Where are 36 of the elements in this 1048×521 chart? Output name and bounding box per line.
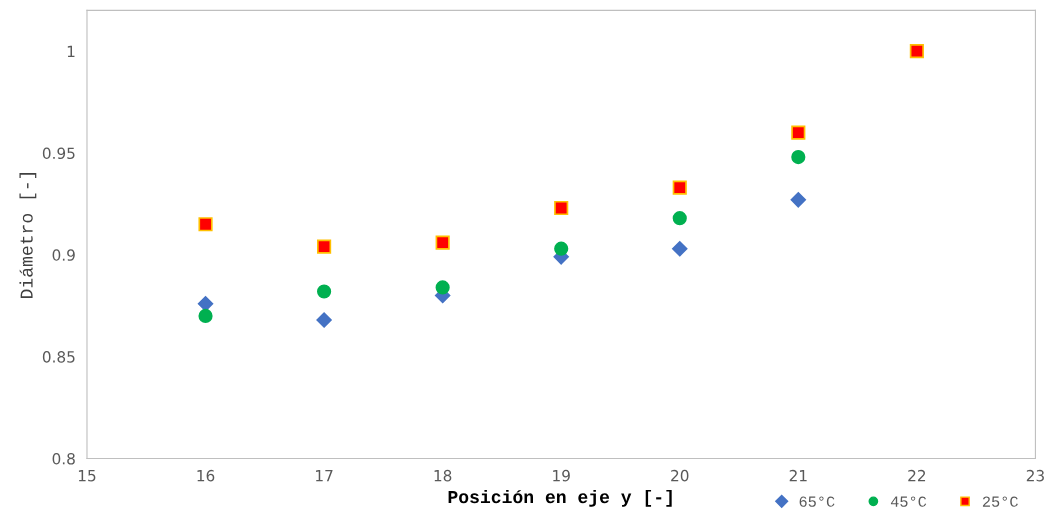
x-tick-label: 21: [789, 469, 807, 482]
y-tick-label: 0.85: [42, 351, 75, 363]
y-tick-label: 0.8: [52, 452, 75, 465]
point: [198, 308, 213, 324]
legend-label: 45°C: [890, 496, 927, 507]
x-axis-title: Posición en eje y [-]: [448, 489, 672, 507]
point: [317, 239, 332, 254]
y-tick-label: 1: [67, 45, 75, 57]
point: [672, 240, 688, 257]
x-tick-label: 16: [197, 469, 215, 482]
x-tick-label: 23: [1026, 469, 1044, 482]
x-tick-label: 18: [434, 469, 452, 482]
point: [672, 180, 687, 195]
x-tick-label: 15: [78, 470, 96, 482]
point: [316, 312, 332, 328]
x-tick-label: 20: [671, 469, 689, 482]
point: [554, 200, 569, 216]
point: [790, 192, 807, 208]
point: [435, 280, 450, 295]
point: [317, 284, 332, 299]
x-tick-label: 19: [553, 469, 570, 482]
x-tick-label: 22: [908, 469, 926, 482]
point: [791, 125, 806, 140]
x-tick-label: 17: [316, 470, 333, 482]
y-axis-title: Diámetro [-]: [19, 173, 37, 299]
point: [791, 149, 806, 165]
point: [197, 295, 214, 312]
legend-label: 25°C: [982, 496, 1018, 507]
point: [198, 217, 213, 232]
y-tick-label: 0.95: [42, 147, 75, 160]
legend-label: 65°C: [799, 496, 835, 507]
point: [435, 235, 450, 250]
point: [554, 241, 569, 256]
y-tick-label: 0.9: [52, 249, 75, 261]
point: [909, 44, 924, 59]
point: [672, 211, 687, 226]
